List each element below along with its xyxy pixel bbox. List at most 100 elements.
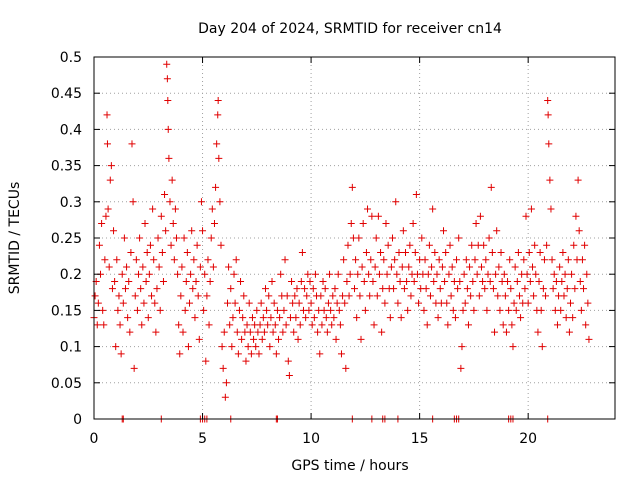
data-point [433,270,441,278]
x-tick-label: 15 [411,431,429,447]
data-point [155,263,163,271]
data-point [154,234,162,242]
data-point [467,292,475,300]
data-point [169,220,177,228]
data-point [265,292,273,300]
data-point [353,314,361,322]
data-point [472,220,480,228]
data-point [229,314,237,322]
data-point [112,343,120,351]
data-point [318,321,326,329]
data-point [585,335,593,343]
data-point [149,205,157,213]
data-point [409,220,417,228]
data-point [332,335,340,343]
data-point [306,277,314,285]
data-point [357,335,365,343]
data-point [423,321,431,329]
data-point [230,270,238,278]
data-point [245,299,253,307]
data-point [463,285,471,293]
data-point [261,285,269,293]
data-point [400,285,408,293]
data-point [242,357,250,365]
data-point [534,328,542,336]
data-point [298,248,306,256]
data-point [558,277,566,285]
data-point [98,220,106,228]
data-point [487,183,495,191]
data-point [403,277,411,285]
data-point [483,306,491,314]
x-tick-label: 10 [302,431,320,447]
data-point [525,248,533,256]
data-point [269,328,277,336]
data-point [366,292,374,300]
data-point [458,343,466,351]
data-point [512,306,520,314]
data-point [497,248,505,256]
data-point [282,321,290,329]
data-point [399,227,407,235]
data-point [542,292,550,300]
data-point [407,292,415,300]
data-point [330,314,338,322]
data-point [348,183,356,191]
data-point [193,241,201,249]
data-point [317,292,325,300]
data-point [418,234,426,242]
data-point [382,220,390,228]
data-point [491,328,499,336]
data-point [293,285,301,293]
data-point [164,125,172,133]
data-point [264,321,272,329]
data-point [310,314,318,322]
data-point [367,256,375,264]
data-point [167,241,175,249]
data-point [394,299,402,307]
data-point [125,277,133,285]
data-point [234,350,242,358]
data-point [129,198,137,206]
data-point [527,205,535,213]
data-point [402,248,410,256]
data-point [581,241,589,249]
data-point [397,314,405,322]
data-point [177,292,185,300]
data-point [570,241,578,249]
data-point [152,328,160,336]
data-point [470,306,478,314]
data-point [522,212,530,220]
data-point [347,220,355,228]
data-point [140,299,148,307]
data-point [94,299,102,307]
data-point [248,314,256,322]
data-point [360,277,368,285]
data-point [218,343,226,351]
data-point [156,306,164,314]
data-point [398,263,406,271]
data-point [138,321,146,329]
data-point [95,241,103,249]
data-point [146,241,154,249]
data-point [406,241,414,249]
data-point [484,270,492,278]
data-point [237,277,245,285]
data-point [517,314,525,322]
data-point [361,306,369,314]
data-point [494,292,502,300]
data-point [205,321,213,329]
data-point [436,285,444,293]
data-point [235,306,243,314]
data-point [509,343,517,351]
data-point [143,248,151,256]
data-point [220,328,228,336]
data-point [365,270,373,278]
data-point [263,306,271,314]
data-point [104,205,112,213]
data-point [481,285,489,293]
data-point [297,277,305,285]
data-point [124,314,132,322]
data-point [571,285,579,293]
data-point [137,285,145,293]
